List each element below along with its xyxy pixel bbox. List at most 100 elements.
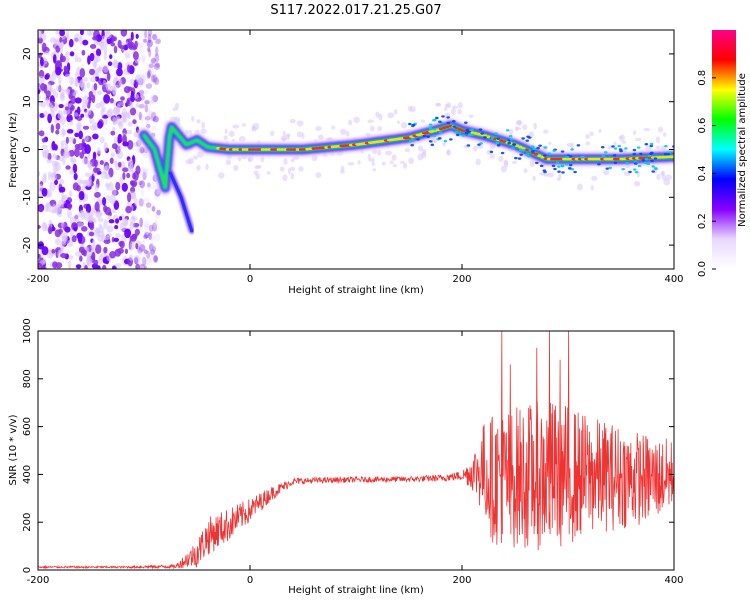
noise-speck (58, 40, 64, 49)
faint-speck (172, 107, 178, 112)
noise-speck (150, 111, 157, 122)
snr-x-ticks: -200 0 200 400 (27, 331, 684, 586)
noise-speck (113, 237, 120, 242)
faint-speck (475, 158, 481, 166)
ridge-speck (464, 121, 468, 124)
noise-speck (143, 38, 147, 43)
ridge-speck (605, 167, 610, 170)
ridge-speck (555, 161, 560, 164)
ridge-speck (634, 170, 639, 174)
noise-speck (46, 203, 52, 212)
noise-speck (97, 217, 104, 223)
faint-speck (656, 173, 661, 181)
ridge-speck (519, 153, 523, 156)
noise-speck (67, 239, 74, 248)
noise-speck (126, 172, 131, 179)
ridge-core (219, 147, 224, 150)
faint-speck (442, 141, 447, 147)
noise-speck (122, 141, 129, 147)
noise-speck (139, 217, 143, 228)
noise-speck (73, 89, 78, 95)
y-tick-label: 0 (22, 146, 33, 152)
noise-speck (147, 100, 154, 107)
noise-speck (46, 99, 51, 108)
noise-speck (135, 33, 139, 39)
faint-speck (522, 124, 528, 130)
noise-speck (155, 38, 161, 45)
noise-speck (137, 251, 142, 257)
noise-speck (69, 51, 75, 57)
faint-speck (585, 133, 590, 139)
noise-speck (125, 205, 132, 214)
ridge-core (216, 147, 221, 150)
ridge-speck (597, 163, 601, 166)
noise-speck (102, 106, 106, 113)
noise-speck (54, 179, 58, 186)
noise-speck (102, 197, 107, 206)
snr-y-label: SNR (10 * v/v) (8, 414, 19, 485)
noise-speck (106, 72, 111, 82)
faint-speck (282, 174, 288, 182)
noise-speck (152, 77, 160, 83)
ridge-core (276, 148, 281, 151)
noise-speck (83, 77, 88, 82)
faint-speck (634, 137, 642, 142)
noise-speck (138, 263, 144, 269)
noise-speck (78, 79, 86, 88)
ridge-speck (647, 154, 652, 158)
noise-speck (42, 222, 48, 229)
ridge-speck (430, 143, 435, 147)
faint-speck (657, 126, 664, 133)
ridge-core (502, 140, 507, 143)
faint-speck (451, 105, 459, 109)
faint-speck (387, 112, 395, 119)
ridge-speck (644, 143, 649, 146)
noise-speck (97, 120, 103, 129)
faint-speck (590, 184, 594, 191)
noise-speck (54, 229, 61, 238)
faint-speck (591, 175, 598, 181)
noise-speck (52, 88, 57, 97)
noise-speck (154, 38, 160, 45)
noise-speck (38, 205, 44, 213)
ridge-speck (644, 157, 649, 161)
ridge-core (445, 125, 450, 129)
ridge-core (260, 148, 265, 151)
ridge-speck (664, 144, 668, 148)
noise-speck (156, 209, 161, 216)
noise-speck (50, 123, 55, 134)
noise-speck (138, 42, 145, 48)
ridge-core (279, 148, 284, 151)
noise-speck (49, 181, 56, 191)
faint-speck (340, 165, 345, 172)
ridge-core (457, 128, 462, 131)
noise-speck (113, 45, 118, 54)
ridge-core (537, 154, 542, 158)
ridge-speck (649, 142, 654, 146)
noise-speck (75, 251, 82, 257)
noise-speck (93, 55, 99, 65)
noise-speck (84, 265, 88, 269)
noise-speck (148, 31, 154, 41)
ridge-speck (632, 148, 637, 152)
ridge-speck (561, 171, 565, 174)
noise-speck (123, 115, 128, 123)
ridge-speck (470, 128, 474, 131)
noise-speck (88, 161, 93, 170)
noise-speck (65, 88, 71, 96)
noise-speck (143, 197, 150, 203)
noise-speck (40, 101, 47, 108)
noise-speck (146, 42, 151, 52)
faint-speck (457, 108, 462, 115)
noise-speck (116, 68, 123, 77)
noise-speck (85, 203, 92, 214)
noise-speck (95, 72, 100, 78)
faint-speck (585, 141, 590, 146)
ridge-speck (576, 144, 581, 147)
noise-speck (134, 197, 138, 207)
noise-speck (70, 157, 77, 163)
noise-speck (74, 97, 82, 104)
noise-speck (140, 30, 145, 37)
noise-speck (59, 88, 65, 98)
ridge-speck (628, 170, 632, 174)
